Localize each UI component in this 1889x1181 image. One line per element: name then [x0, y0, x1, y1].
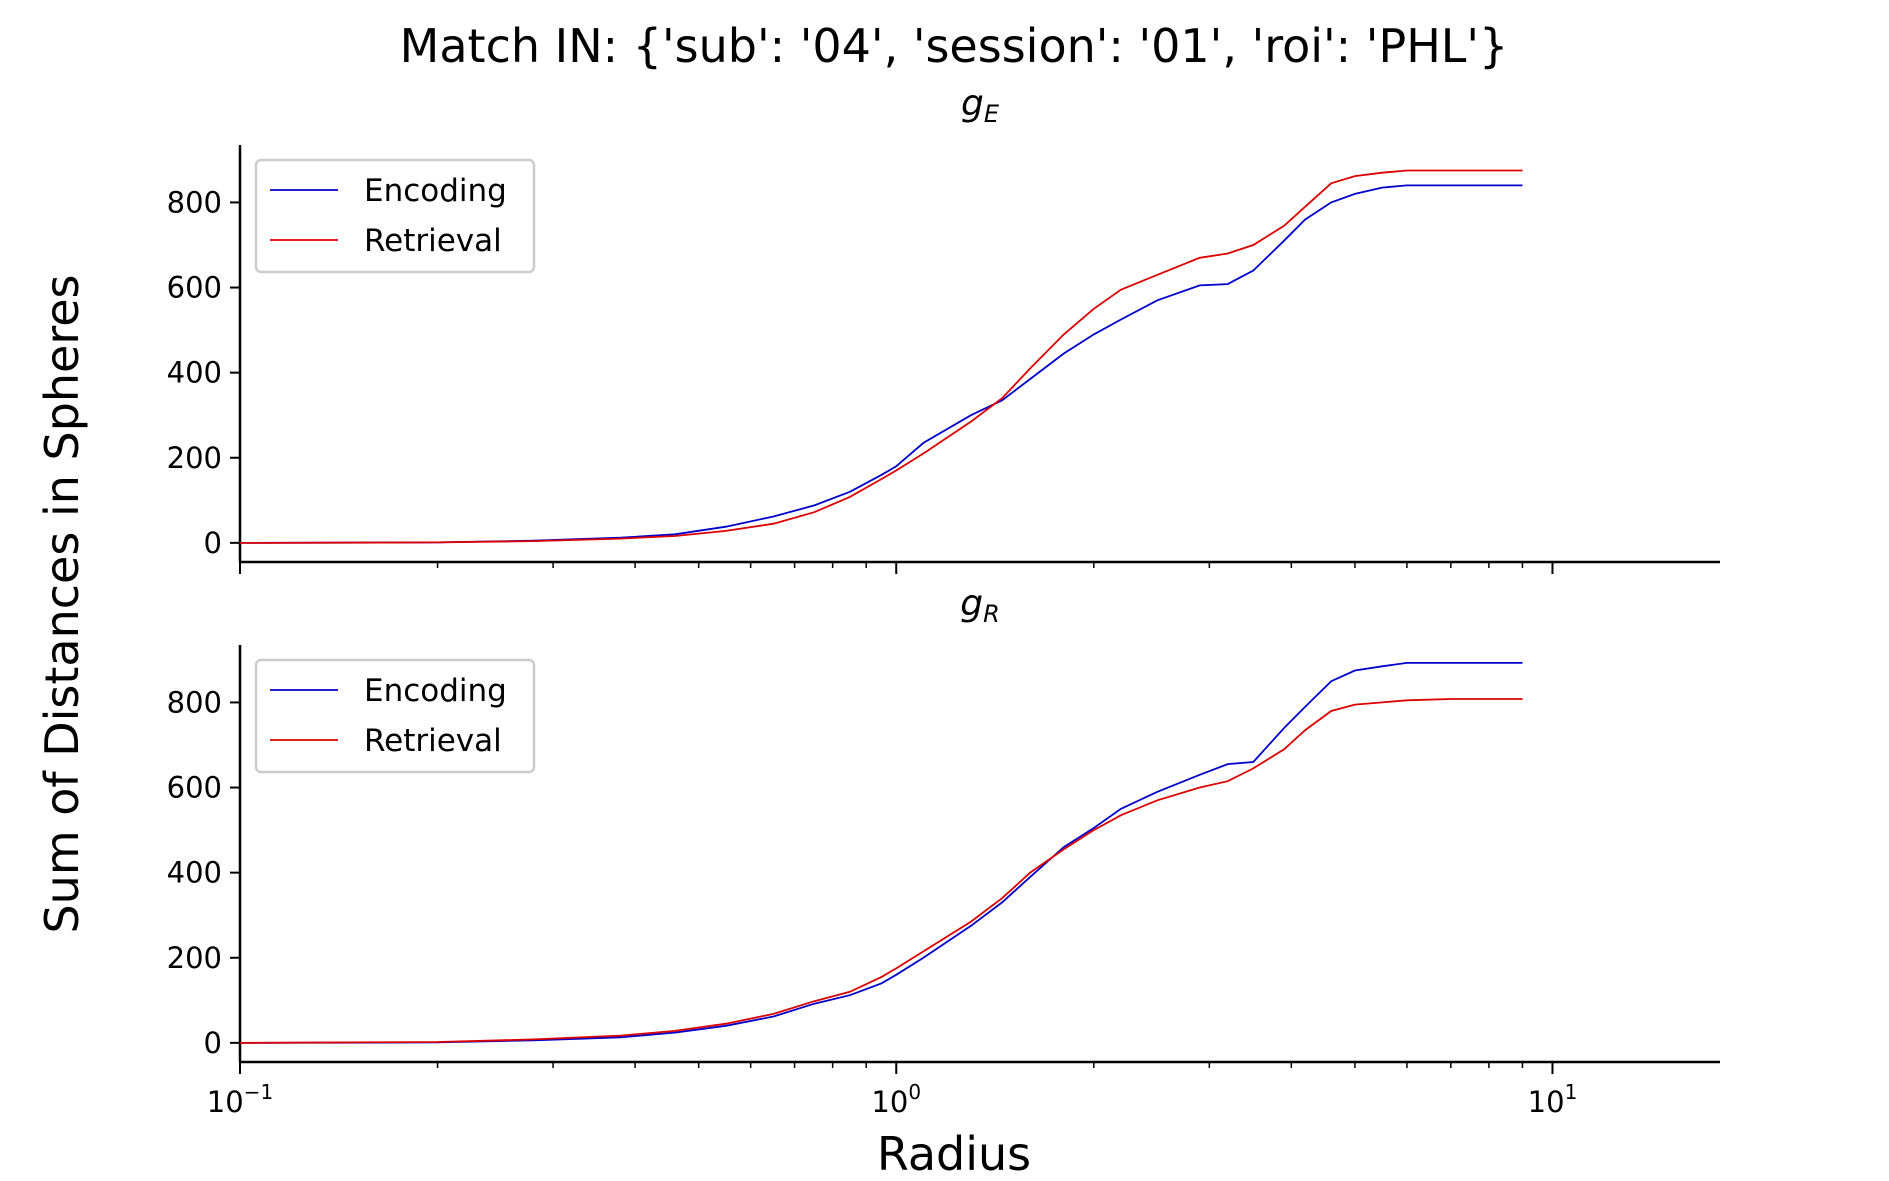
- x-tick-label: 101: [1528, 1080, 1578, 1119]
- x-tick-label-base: 10: [871, 1085, 908, 1119]
- series-line-encoding: [239, 184, 1523, 544]
- x-tick-label-exponent: 1: [1565, 1080, 1578, 1104]
- legend-label: Retrieval: [364, 723, 502, 759]
- x-tick-label: 10−1: [207, 1080, 273, 1119]
- legend-box: [254, 658, 536, 774]
- panel-title-subscript: R: [983, 600, 1000, 628]
- panel-title-base: g: [961, 83, 984, 124]
- panel-title-subscript: E: [984, 100, 1000, 128]
- y-tick-label: 800: [167, 185, 222, 219]
- legend-label: Retrieval: [364, 223, 502, 259]
- x-tick-label-exponent: 0: [908, 1080, 921, 1104]
- y-tick-label: 0: [204, 1026, 222, 1060]
- y-tick-label: 400: [167, 356, 222, 390]
- y-tick-label: 600: [167, 271, 222, 305]
- legend-box: [254, 158, 536, 274]
- series-line-encoding: [239, 662, 1523, 1044]
- y-axis-label: Sum of Distances in Spheres: [35, 274, 89, 933]
- x-tick-label-exponent: −1: [244, 1080, 273, 1104]
- y-tick-label: 400: [167, 856, 222, 890]
- series-line-retrieval: [239, 698, 1523, 1044]
- y-tick-label: 800: [167, 685, 222, 719]
- x-tick-label: 100: [871, 1080, 921, 1119]
- series-line-retrieval: [239, 169, 1523, 544]
- y-tick-label: 200: [167, 441, 222, 475]
- y-tick-label: 200: [167, 941, 222, 975]
- x-tick-label-base: 10: [207, 1085, 244, 1119]
- y-tick-label: 0: [204, 526, 222, 560]
- chart-title: Match IN: {'sub': '04', 'session': '01',…: [400, 19, 1509, 73]
- y-tick-label: 600: [167, 771, 222, 805]
- x-axis-label: Radius: [877, 1127, 1031, 1181]
- panel-title: gR: [960, 583, 1000, 628]
- panel-title: gE: [961, 83, 1000, 128]
- legend-label: Encoding: [364, 173, 507, 209]
- x-tick-label-base: 10: [1528, 1085, 1565, 1119]
- panel-title-base: g: [960, 583, 983, 624]
- legend-label: Encoding: [364, 673, 507, 709]
